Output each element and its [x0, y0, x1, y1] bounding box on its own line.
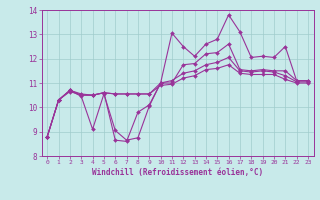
X-axis label: Windchill (Refroidissement éolien,°C): Windchill (Refroidissement éolien,°C): [92, 168, 263, 177]
